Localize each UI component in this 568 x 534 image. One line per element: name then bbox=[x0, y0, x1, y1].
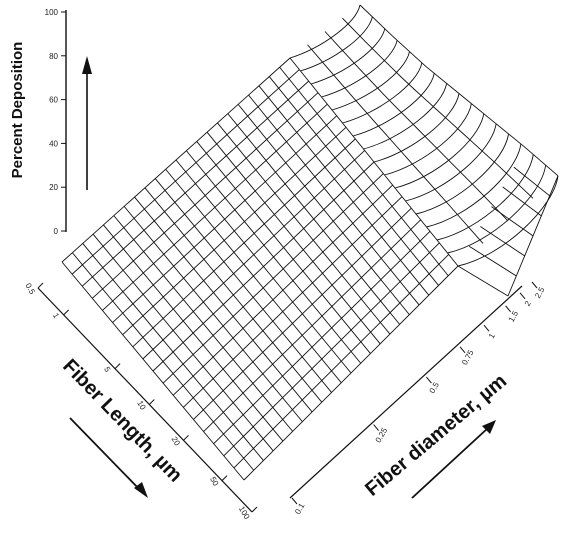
y-tick-label: 0.1 bbox=[293, 501, 307, 516]
x-axis-arrow-shaft bbox=[69, 417, 143, 493]
deposition-surface bbox=[61, 4, 559, 481]
surface-rib-line bbox=[426, 143, 522, 228]
surface-face-line bbox=[513, 166, 550, 197]
x-tick-mark bbox=[114, 363, 121, 369]
surface-rib-line bbox=[352, 73, 435, 137]
z-axis: 0 20 40 60 80 100 Percent Deposition bbox=[9, 8, 92, 236]
z-tick-label: 80 bbox=[49, 52, 58, 61]
surface-contour-line bbox=[324, 31, 509, 222]
x-tick-label: 100 bbox=[237, 505, 252, 522]
y-tick-mark bbox=[291, 497, 298, 505]
z-tick-label: 60 bbox=[49, 96, 58, 105]
surface-rib-line bbox=[436, 154, 534, 241]
y-tick-mark bbox=[531, 281, 538, 289]
x-tick-label: 0.5 bbox=[23, 282, 37, 297]
surface-grid-line bbox=[113, 215, 293, 432]
surface-grid-line bbox=[154, 178, 332, 393]
surface-rib-line bbox=[415, 133, 509, 215]
surface-face-line bbox=[491, 206, 534, 237]
surface-grid-line bbox=[268, 76, 439, 286]
y-tick-label: 1 bbox=[487, 331, 497, 340]
y-tick-label: 2 bbox=[523, 299, 533, 308]
z-tick-label: 100 bbox=[45, 8, 59, 17]
surface-contour-line bbox=[342, 17, 534, 199]
z-axis-arrow-head bbox=[82, 56, 92, 74]
y-tick-label: 0.25 bbox=[374, 426, 390, 444]
surface-rib-line bbox=[321, 40, 398, 98]
y-tick-label: 1.5 bbox=[507, 309, 521, 324]
surface-grid-line bbox=[248, 94, 420, 306]
y-axis-arrow-shaft bbox=[411, 427, 489, 499]
surface-rib-line bbox=[310, 28, 386, 85]
surface-rib-line bbox=[447, 165, 547, 254]
x-axis-title: Fiber Length, µm bbox=[58, 355, 186, 486]
x-tick-mark bbox=[251, 506, 258, 513]
surface-rib-line bbox=[373, 93, 460, 163]
surface-rib-line bbox=[405, 123, 497, 202]
surface-grid-line bbox=[227, 113, 400, 325]
y-tick-label: 0.5 bbox=[428, 380, 442, 395]
surface-grid-line bbox=[217, 122, 391, 335]
surface-grid-line bbox=[186, 150, 362, 364]
surface-grid-line bbox=[279, 66, 449, 277]
surface-ridge-rim bbox=[359, 4, 559, 177]
surface-face-line bbox=[502, 186, 542, 217]
y-tick-mark bbox=[483, 324, 490, 332]
surface-rib-line bbox=[384, 103, 472, 176]
y-tick-mark bbox=[373, 424, 379, 431]
x-tick-label: 1 bbox=[51, 311, 61, 320]
surface-grid-line bbox=[103, 224, 284, 442]
surface-rib-line bbox=[289, 4, 361, 59]
surface-grid-line bbox=[175, 159, 352, 374]
surface-grid-line bbox=[134, 196, 313, 413]
z-tick-label: 0 bbox=[54, 227, 59, 236]
surface-grid-line bbox=[61, 261, 245, 481]
y-tick-label: 0.75 bbox=[460, 348, 476, 366]
y-axis-ticks: 0.1 0.25 0.5 0.75 1 1.522.5 bbox=[291, 281, 547, 516]
y-tick-mark bbox=[426, 376, 432, 384]
surface-grid-line bbox=[237, 104, 410, 315]
z-tick-label: 20 bbox=[49, 183, 58, 192]
surface-grid-line bbox=[82, 243, 264, 461]
y-tick-mark bbox=[519, 292, 526, 300]
surface-grid-line bbox=[144, 187, 323, 403]
surface-grid-line bbox=[123, 206, 303, 422]
surface-face-line bbox=[480, 226, 525, 257]
y-tick-mark bbox=[459, 346, 466, 354]
x-tick-label: 5 bbox=[102, 365, 112, 374]
surface-rib-line bbox=[394, 113, 485, 189]
surface-grid-line bbox=[258, 85, 430, 296]
y-tick-label: 2.5 bbox=[533, 285, 547, 300]
surface-contour-line bbox=[307, 44, 484, 244]
surface-grid-line bbox=[165, 168, 342, 384]
y-axis-arrow-head bbox=[482, 420, 496, 434]
x-tick-mark bbox=[148, 399, 155, 405]
y-tick-mark bbox=[505, 305, 511, 313]
x-axis-arrow-head bbox=[134, 482, 148, 498]
z-tick-label: 40 bbox=[49, 139, 58, 148]
x-tick-mark bbox=[63, 309, 70, 316]
surface-grid-line bbox=[206, 131, 381, 345]
x-tick-mark bbox=[37, 282, 44, 289]
surface-rib-line bbox=[300, 16, 373, 72]
surface-rib-line bbox=[363, 83, 448, 150]
x-tick-mark bbox=[221, 475, 228, 481]
z-axis-title: Percent Deposition bbox=[9, 42, 26, 179]
y-axis-line bbox=[289, 285, 523, 499]
surface-face-line bbox=[468, 245, 517, 277]
z-axis-ticks: 0 20 40 60 80 100 bbox=[45, 8, 66, 236]
surface-edge-line bbox=[457, 265, 509, 297]
surface-grid-line bbox=[92, 233, 274, 452]
surface-rib-line bbox=[342, 62, 423, 124]
x-axis-line bbox=[37, 287, 253, 513]
x-tick-mark bbox=[183, 434, 189, 441]
surface-grid-line bbox=[196, 141, 371, 354]
surface-rib-line bbox=[331, 51, 410, 111]
surface-grid-line bbox=[72, 252, 255, 471]
